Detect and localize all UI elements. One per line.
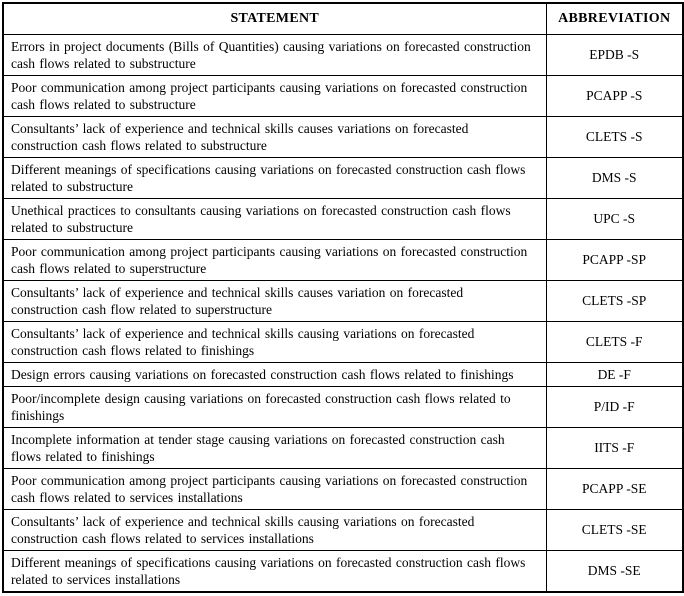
statement-cell: Poor/incomplete design causing variation…	[2, 386, 547, 428]
table-row: Design errors causing variations on fore…	[2, 362, 684, 387]
statement-cell: Unethical practices to consultants causi…	[2, 198, 547, 240]
statement-cell: Different meanings of specifications cau…	[2, 157, 547, 199]
abbreviation-cell: PCAPP -S	[545, 75, 684, 117]
table-row: Poor communication among project partici…	[2, 468, 684, 510]
table-header-row: STATEMENT ABBREVIATION	[2, 2, 684, 35]
table-row: Consultants’ lack of experience and tech…	[2, 509, 684, 551]
statement-cell: Poor communication among project partici…	[2, 239, 547, 281]
table-row: Poor/incomplete design causing variation…	[2, 386, 684, 428]
table-row: Consultants’ lack of experience and tech…	[2, 116, 684, 158]
abbreviation-column-header: ABBREVIATION	[545, 2, 684, 35]
statement-cell: Poor communication among project partici…	[2, 75, 547, 117]
table-row: Poor communication among project partici…	[2, 75, 684, 117]
statement-cell: Different meanings of specifications cau…	[2, 550, 547, 593]
table-row: Poor communication among project partici…	[2, 239, 684, 281]
statement-cell: Errors in project documents (Bills of Qu…	[2, 34, 547, 76]
abbreviation-cell: CLETS -SP	[545, 280, 684, 322]
table-row: Different meanings of specifications cau…	[2, 157, 684, 199]
table-row: Errors in project documents (Bills of Qu…	[2, 34, 684, 76]
table-row: Incomplete information at tender stage c…	[2, 427, 684, 469]
statement-cell: Consultants’ lack of experience and tech…	[2, 116, 547, 158]
statement-cell: Consultants’ lack of experience and tech…	[2, 509, 547, 551]
abbreviation-cell: IITS -F	[545, 427, 684, 469]
abbreviation-cell: PCAPP -SE	[545, 468, 684, 510]
abbreviation-cell: P/ID -F	[545, 386, 684, 428]
abbreviation-cell: CLETS -F	[545, 321, 684, 363]
abbreviation-cell: DMS -SE	[545, 550, 684, 593]
abbreviation-cell: CLETS -SE	[545, 509, 684, 551]
table-row: Consultants’ lack of experience and tech…	[2, 321, 684, 363]
table-row: Different meanings of specifications cau…	[2, 550, 684, 593]
abbreviation-cell: DMS -S	[545, 157, 684, 199]
table-row: Unethical practices to consultants causi…	[2, 198, 684, 240]
statement-cell: Design errors causing variations on fore…	[2, 362, 547, 387]
abbreviation-cell: DE -F	[545, 362, 684, 387]
statement-cell: Consultants’ lack of experience and tech…	[2, 280, 547, 322]
statement-cell: Incomplete information at tender stage c…	[2, 427, 547, 469]
statement-column-header: STATEMENT	[2, 2, 547, 35]
abbreviation-cell: UPC -S	[545, 198, 684, 240]
abbreviation-cell: EPDB -S	[545, 34, 684, 76]
abbreviation-cell: CLETS -S	[545, 116, 684, 158]
statement-cell: Consultants’ lack of experience and tech…	[2, 321, 547, 363]
abbreviation-cell: PCAPP -SP	[545, 239, 684, 281]
table-row: Consultants’ lack of experience and tech…	[2, 280, 684, 322]
statement-cell: Poor communication among project partici…	[2, 468, 547, 510]
